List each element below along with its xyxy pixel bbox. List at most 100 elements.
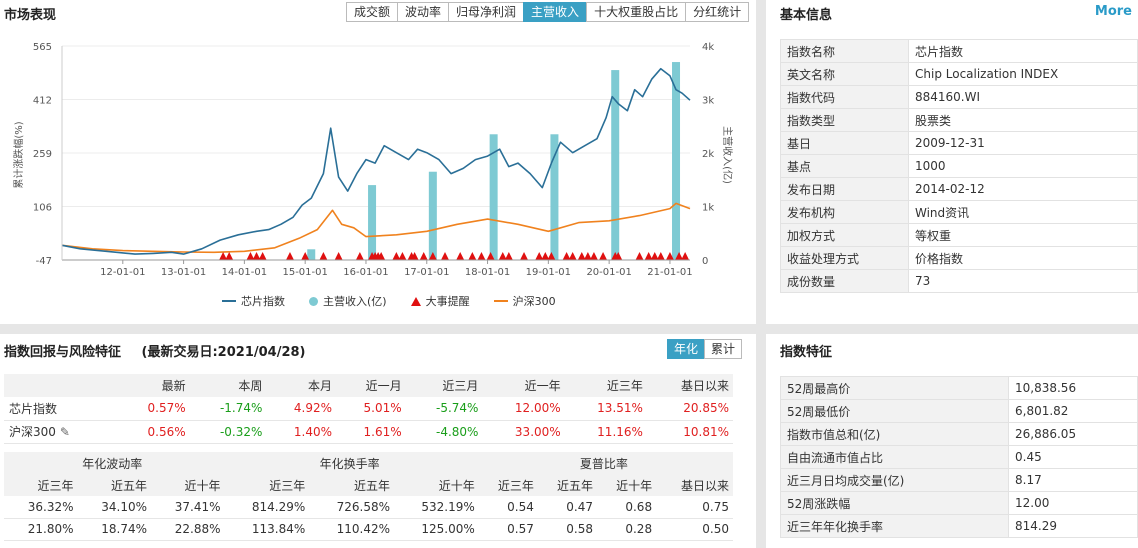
legend-line-icon <box>222 300 236 302</box>
event-marker[interactable] <box>520 252 529 260</box>
feature-key: 指数市值总和(亿) <box>780 422 1009 446</box>
risk-group-row: 年化波动率 年化换手率 夏普比率 <box>4 452 733 474</box>
event-marker[interactable] <box>219 252 228 260</box>
event-marker[interactable] <box>635 252 644 260</box>
tab-top10-weight[interactable]: 十大权重股占比 <box>586 2 687 22</box>
y-tick-label: 565 <box>33 42 52 53</box>
revenue-bar[interactable] <box>489 134 498 260</box>
legend-events[interactable]: 大事提醒 <box>410 293 470 309</box>
info-row: 加权方式 等权重 <box>780 223 1138 247</box>
returns-row: 沪深300 ✎ 0.56% -0.32% 1.40% 1.61% -4.80% 33.00% 1… <box>4 420 733 444</box>
legend-revenue[interactable]: 主营收入(亿) <box>309 293 387 309</box>
legend-chip-index[interactable]: 芯片指数 <box>222 293 285 309</box>
event-marker[interactable] <box>246 252 255 260</box>
event-marker[interactable] <box>650 252 659 260</box>
revenue-bar[interactable] <box>672 62 681 260</box>
event-marker[interactable] <box>334 252 343 260</box>
risk-cell: 0.50 <box>656 518 733 541</box>
event-marker[interactable] <box>319 252 328 260</box>
returns-tabs: 年化 累计 <box>667 339 743 359</box>
revenue-bar[interactable] <box>368 185 377 260</box>
market-chart[interactable]: 565 412 259 106 -47 4k 3k 2k 1k 0 12-01-01 13-01-01… <box>0 0 756 290</box>
event-marker[interactable] <box>428 252 437 260</box>
event-marker[interactable] <box>547 252 556 260</box>
series-line[interactable] <box>61 67 691 255</box>
event-marker[interactable] <box>589 252 598 260</box>
risk-header-cell: 近五年 <box>309 474 395 496</box>
event-marker[interactable] <box>392 252 401 260</box>
revenue-bar[interactable] <box>550 134 559 260</box>
legend-hs300[interactable]: 沪深300 <box>493 293 556 309</box>
info-row: 基日 2009-12-31 <box>780 131 1138 155</box>
event-marker[interactable] <box>477 252 486 260</box>
tab-volatility[interactable]: 波动率 <box>397 2 450 22</box>
event-marker[interactable] <box>665 252 674 260</box>
market-panel: 市场表现 成交额 波动率 归母净利润 主营收入 十大权重股占比 分红统计 565… <box>0 0 756 324</box>
tab-annualized[interactable]: 年化 <box>667 339 706 359</box>
y-tick-label: 259 <box>33 149 52 160</box>
event-marker[interactable] <box>568 252 577 260</box>
event-marker[interactable] <box>456 252 465 260</box>
risk-header-cell: 近五年 <box>77 474 151 496</box>
revenue-bar[interactable] <box>307 249 316 260</box>
legend-label: 主营收入(亿) <box>323 295 387 308</box>
event-marker[interactable] <box>675 252 684 260</box>
info-key: 指数代码 <box>780 85 909 109</box>
tab-dividend[interactable]: 分红统计 <box>685 2 750 22</box>
event-marker[interactable] <box>583 252 592 260</box>
feature-value: 26,886.05 <box>1008 422 1138 446</box>
event-marker[interactable] <box>410 252 419 260</box>
legend-dot-icon <box>309 296 318 306</box>
tab-turnover[interactable]: 成交额 <box>346 2 399 22</box>
event-marker[interactable] <box>562 252 571 260</box>
returns-cell: 5.01% <box>336 397 406 421</box>
event-marker[interactable] <box>398 252 407 260</box>
y-tick-label: -47 <box>36 256 52 267</box>
risk-header-cell: 近五年 <box>537 474 597 496</box>
edit-pencil-icon[interactable]: ✎ <box>59 425 70 439</box>
tab-cumulative[interactable]: 累计 <box>704 339 743 359</box>
tab-net-profit[interactable]: 归母净利润 <box>448 2 525 22</box>
event-marker[interactable] <box>656 252 665 260</box>
event-marker[interactable] <box>355 252 364 260</box>
info-row: 指数类型 股票类 <box>780 108 1138 132</box>
event-marker[interactable] <box>535 252 544 260</box>
event-marker[interactable] <box>419 252 428 260</box>
event-marker[interactable] <box>468 252 477 260</box>
returns-cell: -0.32% <box>189 420 267 444</box>
info-value: 芯片指数 <box>908 39 1138 63</box>
info-value: Wind资讯 <box>908 200 1138 224</box>
event-marker[interactable] <box>252 252 261 260</box>
event-marker[interactable] <box>504 252 513 260</box>
risk-group-header: 年化波动率 <box>4 452 225 474</box>
legend-line-icon <box>493 300 508 302</box>
event-marker[interactable] <box>301 252 310 260</box>
risk-cell: 113.84% <box>224 518 310 541</box>
tab-revenue[interactable]: 主营收入 <box>523 2 588 22</box>
event-marker[interactable] <box>225 252 234 260</box>
event-marker[interactable] <box>441 252 450 260</box>
last-trade-date: (最新交易日:2021/04/28) <box>141 345 306 360</box>
event-marker[interactable] <box>614 252 623 260</box>
event-marker[interactable] <box>599 252 608 260</box>
more-link[interactable]: More <box>1094 4 1132 19</box>
revenue-bar[interactable] <box>611 70 620 260</box>
risk-cell: 0.57 <box>478 518 538 541</box>
info-value: 2009-12-31 <box>908 131 1138 155</box>
event-marker[interactable] <box>377 252 386 260</box>
x-tick-label: 14-01-01 <box>222 267 267 278</box>
event-marker[interactable] <box>541 252 550 260</box>
risk-row: 36.32% 34.10% 37.41% 814.29% 726.58% 532.19% 0… <box>4 496 733 519</box>
event-marker[interactable] <box>644 252 653 260</box>
info-row: 基点 1000 <box>780 154 1138 178</box>
revenue-bar[interactable] <box>428 171 437 260</box>
event-marker[interactable] <box>486 252 495 260</box>
feature-row: 近三月日均成交量(亿) 8.17 <box>780 468 1138 492</box>
feature-value: 8.17 <box>1008 468 1138 492</box>
event-marker[interactable] <box>285 252 294 260</box>
event-marker[interactable] <box>577 252 586 260</box>
event-marker[interactable] <box>498 252 507 260</box>
x-tick-label: 20-01-01 <box>586 267 631 278</box>
event-marker[interactable] <box>258 252 267 260</box>
event-marker[interactable] <box>681 252 690 260</box>
